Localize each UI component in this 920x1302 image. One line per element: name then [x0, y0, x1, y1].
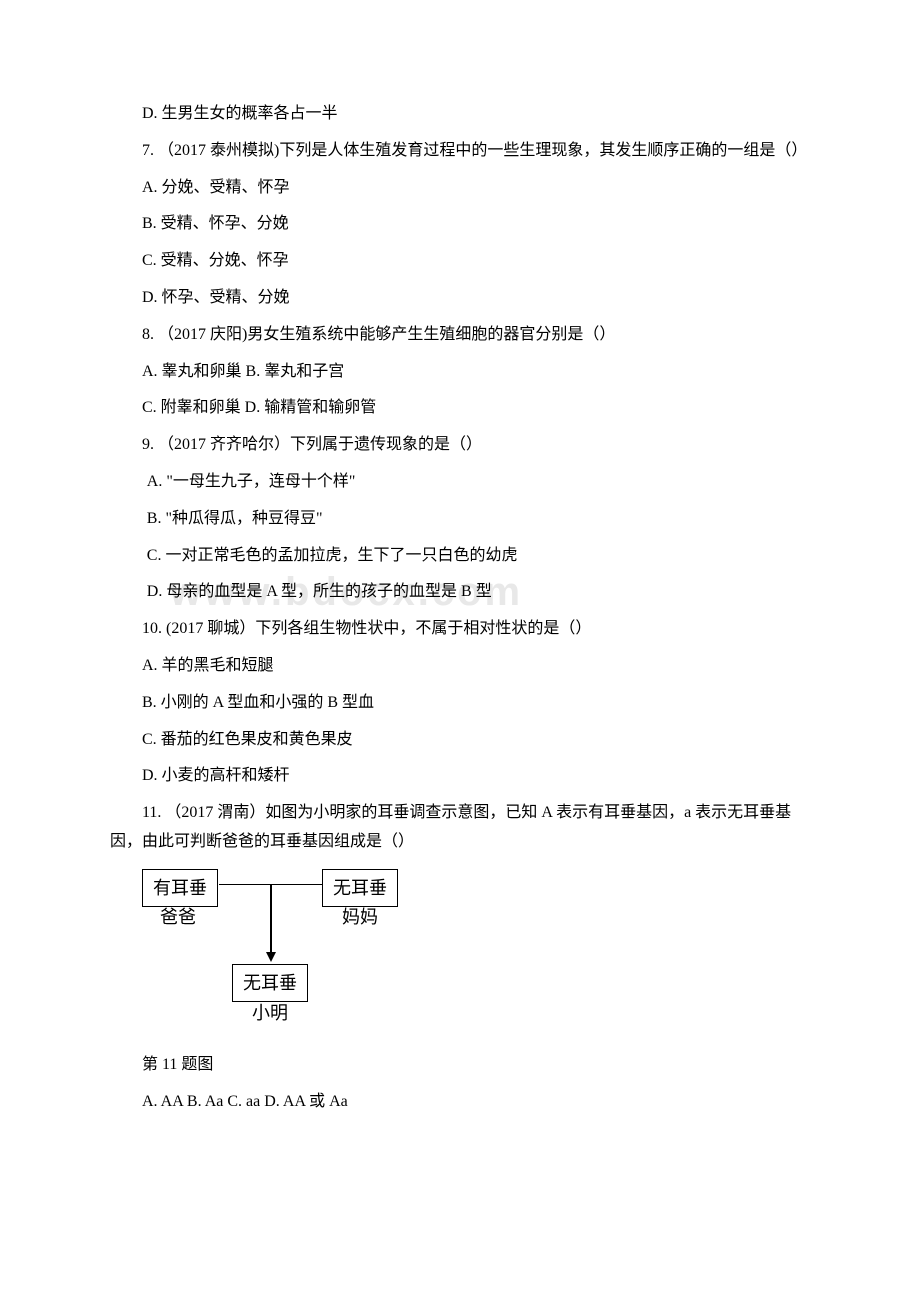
father-label: 爸爸 — [160, 901, 196, 933]
child-label: 小明 — [252, 997, 288, 1029]
q8-options-cd: C. 附睾和卵巢 D. 输精管和输卵管 — [110, 394, 810, 423]
q11-caption: 第 11 题图 — [110, 1051, 810, 1080]
q7-option-b: B. 受精、怀孕、分娩 — [110, 210, 810, 239]
q7-option-a: A. 分娩、受精、怀孕 — [110, 174, 810, 203]
connector-v-line — [270, 884, 272, 954]
q10-option-d: D. 小麦的高杆和矮杆 — [110, 762, 810, 791]
q8-options-ab: A. 睾丸和卵巢 B. 睾丸和子宫 — [110, 358, 810, 387]
q10-text: 10. (2017 聊城）下列各组生物性状中，不属于相对性状的是（） — [110, 615, 810, 644]
q7-option-c: C. 受精、分娩、怀孕 — [110, 247, 810, 276]
q11-options: A. AA B. Aa C. aa D. AA 或 Aa — [110, 1088, 810, 1117]
document-content: D. 生男生女的概率各占一半 7. （2017 泰州模拟)下列是人体生殖发育过程… — [110, 100, 810, 1116]
q8-text: 8. （2017 庆阳)男女生殖系统中能够产生生殖细胞的器官分别是（） — [110, 321, 810, 350]
pedigree-diagram: 有耳垂 爸爸 无耳垂 妈妈 无耳垂 小明 — [142, 869, 422, 1039]
q10-option-c: C. 番茄的红色果皮和黄色果皮 — [110, 726, 810, 755]
q6-option-d: D. 生男生女的概率各占一半 — [110, 100, 810, 129]
q9-option-d: D. 母亲的血型是 A 型，所生的孩子的血型是 B 型 — [110, 578, 810, 607]
q10-option-a: A. 羊的黑毛和短腿 — [110, 652, 810, 681]
mother-label: 妈妈 — [342, 901, 378, 933]
q7-text: 7. （2017 泰州模拟)下列是人体生殖发育过程中的一些生理现象，其发生顺序正… — [110, 137, 810, 166]
q9-option-b: B. "种瓜得瓜，种豆得豆" — [110, 505, 810, 534]
q9-option-a: A. "一母生九子，连母十个样" — [110, 468, 810, 497]
q9-option-c: C. 一对正常毛色的孟加拉虎，生下了一只白色的幼虎 — [110, 542, 810, 571]
q11-text: 11. （2017 渭南）如图为小明家的耳垂调查示意图，已知 A 表示有耳垂基因… — [110, 799, 810, 857]
q7-option-d: D. 怀孕、受精、分娩 — [110, 284, 810, 313]
arrow-down-icon — [266, 952, 276, 962]
q10-option-b: B. 小刚的 A 型血和小强的 B 型血 — [110, 689, 810, 718]
q9-text: 9. （2017 齐齐哈尔）下列属于遗传现象的是（） — [110, 431, 810, 460]
